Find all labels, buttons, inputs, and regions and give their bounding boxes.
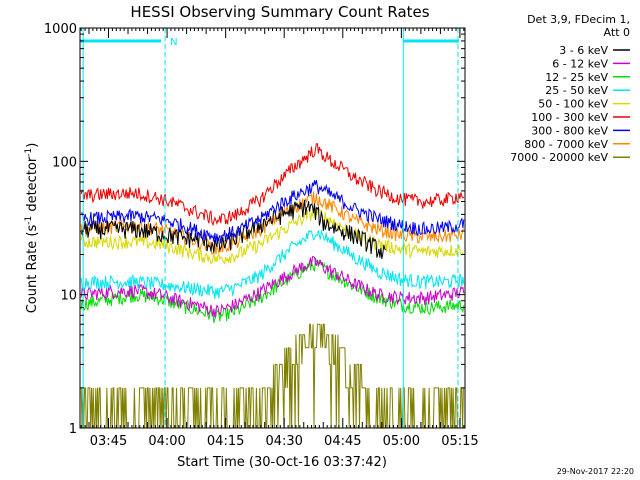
y-axis-label-main: Count Rate (s xyxy=(25,225,40,314)
x-tick-label: 04:15 xyxy=(207,434,244,449)
x-axis-label: Start Time (30-Oct-16 03:37:42) xyxy=(177,455,387,470)
y-axis-label: Count Rate (s-1 detector-1) xyxy=(24,143,40,314)
axes: 1 10 100 1000 03:45 04:00 04:15 04:30 04:45 05:00… xyxy=(44,22,479,449)
series-line-2 xyxy=(80,256,465,318)
legend-label: 3 - 6 keV xyxy=(559,44,608,57)
y-tick-label: 100 xyxy=(52,155,77,170)
series-layer xyxy=(80,143,465,429)
night-end-label: N xyxy=(170,37,177,48)
x-tick-label: 05:15 xyxy=(441,434,478,449)
x-tick-label: 05:00 xyxy=(383,434,420,449)
legend-label: 300 - 800 keV xyxy=(531,124,608,137)
legend-label: 100 - 300 keV xyxy=(531,111,608,124)
series-line-4 xyxy=(80,229,465,299)
legend-label: 50 - 100 keV xyxy=(538,98,608,111)
series-line-6 xyxy=(80,143,465,227)
y-axis-label-close: ) xyxy=(25,143,40,148)
legend-label: 25 - 50 keV xyxy=(545,84,608,97)
x-tick-label: 04:30 xyxy=(265,434,302,449)
x-tick-label: 04:45 xyxy=(324,434,361,449)
y-axis-label-exponent-2: -1 xyxy=(24,148,34,157)
y-tick-label: 10 xyxy=(60,289,77,304)
legend-header-line-2: Att 0 xyxy=(604,26,630,39)
y-axis-label-detector: detector xyxy=(25,156,40,216)
y-axis-label-exponent: -1 xyxy=(24,216,34,225)
y-tick-label: 1000 xyxy=(44,22,77,37)
night-markers: N xyxy=(80,28,459,428)
legend-label: 800 - 7000 keV xyxy=(524,138,608,151)
x-tick-label: 04:00 xyxy=(148,434,185,449)
legend-label: 6 - 12 keV xyxy=(552,57,608,70)
footer-timestamp: 29-Nov-2017 22:20 xyxy=(557,467,634,476)
legend-header-line-1: Det 3,9, FDecim 1, xyxy=(527,13,630,26)
chart-title: HESSI Observing Summary Count Rates xyxy=(130,3,429,21)
series-line-9 xyxy=(80,323,464,429)
series-line-5 xyxy=(80,206,464,265)
series-line-7 xyxy=(81,180,465,244)
legend-label: 7000 - 20000 keV xyxy=(510,151,608,164)
series-line-1 xyxy=(80,199,387,259)
legend-label: 12 - 25 keV xyxy=(545,71,608,84)
x-tick-label: 03:45 xyxy=(90,434,127,449)
y-tick-label: 1 xyxy=(69,422,77,437)
